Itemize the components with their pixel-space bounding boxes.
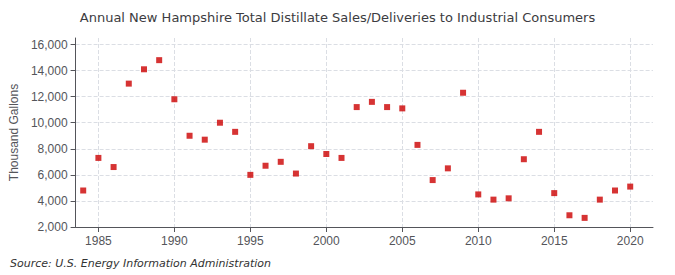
svg-text:2015: 2015	[541, 234, 568, 248]
svg-text:12,000: 12,000	[31, 90, 68, 104]
svg-text:2,000: 2,000	[38, 220, 68, 234]
svg-text:1985: 1985	[85, 234, 112, 248]
svg-text:1990: 1990	[161, 234, 188, 248]
svg-text:2000: 2000	[313, 234, 340, 248]
svg-text:Source: U.S. Energy Informatio: Source: U.S. Energy Information Administ…	[10, 257, 271, 270]
svg-text:16,000: 16,000	[31, 38, 68, 52]
svg-text:10,000: 10,000	[31, 116, 68, 130]
svg-text:Thousand Gallons: Thousand Gallons	[7, 84, 21, 181]
svg-text:6,000: 6,000	[38, 168, 68, 182]
svg-text:8,000: 8,000	[38, 142, 68, 156]
svg-text:2005: 2005	[389, 234, 416, 248]
svg-text:2020: 2020	[617, 234, 644, 248]
svg-text:Annual New Hampshire Total Dis: Annual New Hampshire Total Distillate Sa…	[80, 10, 596, 25]
svg-text:1995: 1995	[237, 234, 264, 248]
svg-text:2010: 2010	[465, 234, 492, 248]
svg-text:4,000: 4,000	[38, 194, 68, 208]
svg-text:14,000: 14,000	[31, 64, 68, 78]
